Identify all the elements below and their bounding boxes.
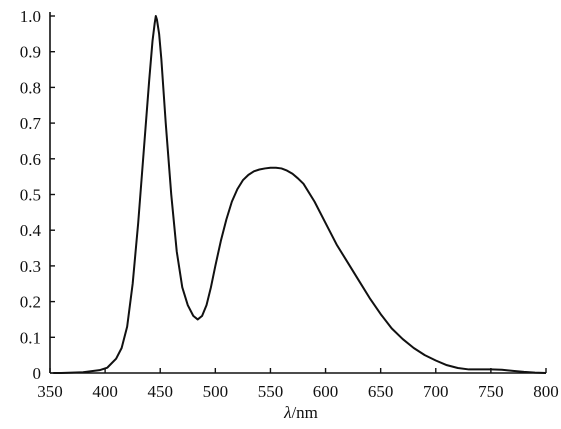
x-tick-label: 550 — [258, 382, 284, 401]
y-tick-label: 1.0 — [20, 7, 41, 26]
x-axis-title: λ/nm — [283, 403, 318, 422]
x-tick-label: 750 — [478, 382, 504, 401]
y-tick-label: 0.1 — [20, 328, 41, 347]
x-tick-label: 450 — [147, 382, 173, 401]
x-tick-label: 700 — [423, 382, 449, 401]
x-tick-label: 500 — [203, 382, 229, 401]
y-tick-label: 0.6 — [20, 150, 41, 169]
chart-axes — [49, 12, 546, 374]
x-axis-title-unit: /nm — [291, 403, 317, 422]
y-tick-label: 0.5 — [20, 186, 41, 205]
chart-series — [53, 15, 547, 374]
x-tick-label: 800 — [533, 382, 559, 401]
x-tick-label: 600 — [313, 382, 339, 401]
y-tick-label: 0.4 — [20, 221, 42, 240]
y-axis-ticks: 0 0.1 0.2 0.3 0.4 0.5 0.6 0.7 0.8 0.9 1.0 — [20, 7, 55, 383]
y-tick-label: 0.2 — [20, 293, 41, 312]
y-tick-label: 0.8 — [20, 78, 41, 97]
y-tick-label: 0.3 — [20, 257, 41, 276]
y-tick-label: 0.7 — [20, 114, 42, 133]
y-tick-label: 0.9 — [20, 43, 41, 62]
y-tick-label: 0 — [33, 364, 42, 383]
x-tick-label: 350 — [37, 382, 63, 401]
x-axis-ticks: 350 400 450 500 550 600 650 700 750 800 — [37, 368, 559, 401]
x-axis-title-symbol: λ — [283, 403, 291, 422]
x-tick-label: 650 — [368, 382, 394, 401]
spectrum-line-0 — [53, 15, 547, 374]
x-tick-label: 400 — [92, 382, 118, 401]
